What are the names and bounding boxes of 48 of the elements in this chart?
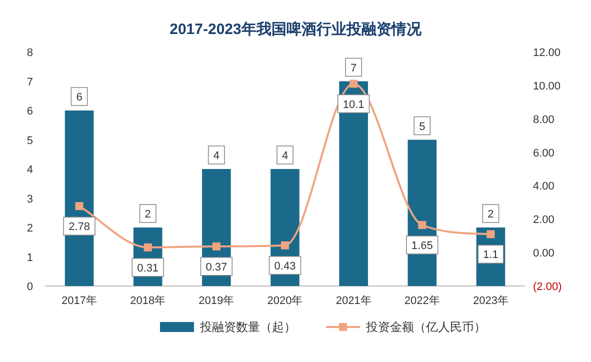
x-tick-label: 2020年 (267, 295, 303, 307)
data-label: 0.37 (206, 261, 228, 274)
data-label: 2.78 (68, 221, 90, 234)
chart-title: 2017-2023年我国啤酒行业投融资情况 (170, 21, 422, 38)
y2-tick-label: 2.00 (533, 214, 554, 226)
y2-tick-label: 12.00 (533, 47, 561, 59)
data-label: 2 (144, 208, 151, 220)
y-tick-label: 8 (26, 47, 33, 59)
x-tick-label: 2022年 (404, 295, 440, 307)
y2-tick-label: 8.00 (533, 114, 554, 126)
y-tick-label: 0 (26, 281, 33, 293)
x-tick-label: 2023年 (472, 295, 508, 307)
y2-tick-label: 4.00 (533, 180, 554, 193)
y-tick-label: 1 (26, 252, 33, 264)
point (144, 243, 152, 252)
y-tick-label: 3 (26, 193, 33, 206)
data-label: 7 (350, 62, 357, 74)
data-label: 5 (419, 120, 426, 133)
x-tick-label: 2018年 (130, 295, 166, 307)
point (350, 80, 358, 88)
data-label: 2 (488, 208, 494, 220)
point (418, 220, 426, 229)
data-label: 1.65 (411, 240, 433, 252)
data-label: 4 (213, 150, 220, 162)
point (212, 242, 220, 250)
y2-tick-label: 6.00 (533, 147, 554, 160)
x-tick-label: 2017年 (62, 295, 98, 307)
x-tick-label: 2021年 (336, 295, 372, 307)
y-tick-label: 5 (26, 134, 33, 147)
data-label: 1.1 (483, 249, 498, 262)
y2-tick-label: (2.00) (533, 281, 562, 293)
y2-tick-label: 10.00 (533, 80, 561, 92)
y-tick-label: 4 (26, 164, 33, 176)
point (75, 202, 84, 210)
data-label: 4 (282, 150, 288, 162)
point (281, 241, 289, 250)
y2-tick-label: 0.00 (533, 248, 554, 260)
data-label: 0.43 (274, 260, 296, 272)
legend-label: 投资金额（亿人民币） (365, 320, 486, 334)
data-label: 10.1 (342, 98, 364, 111)
point (486, 230, 495, 238)
data-label: 6 (76, 92, 82, 104)
legend-label: 投融资数量（起） (199, 320, 296, 334)
x-tick-label: 2019年 (198, 295, 234, 307)
data-label: 0.31 (137, 262, 159, 274)
y-tick-label: 2 (26, 222, 33, 234)
y-tick-label: 7 (26, 76, 33, 88)
y-tick-label: 6 (26, 106, 33, 118)
